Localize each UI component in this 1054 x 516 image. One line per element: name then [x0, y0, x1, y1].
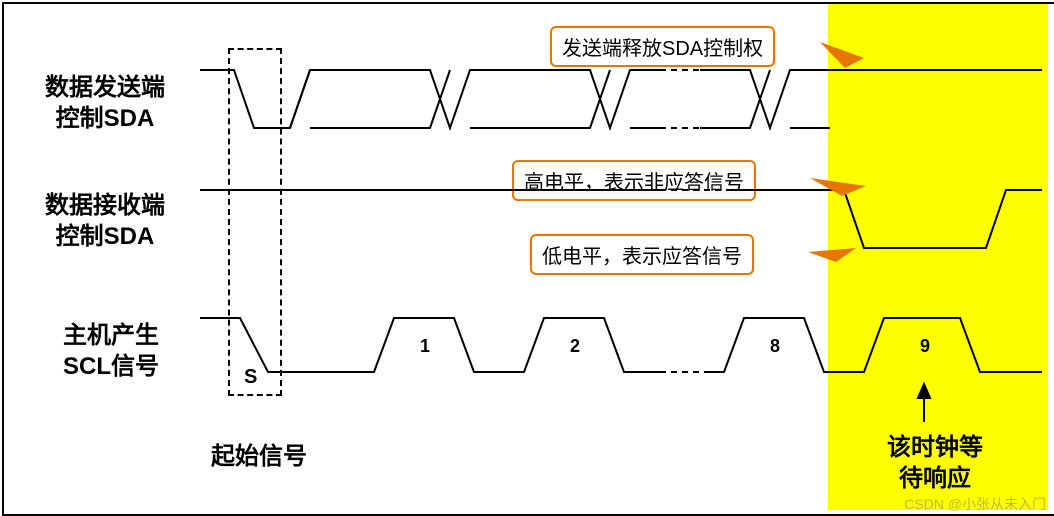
- watermark: CSDN @小张从未入门: [904, 494, 1046, 514]
- row1-wave: [200, 70, 1042, 128]
- row3-wave: [200, 318, 660, 372]
- row1-wave-low: [290, 70, 790, 128]
- arrow-up-icon: [918, 384, 930, 422]
- waveform-svg: [0, 0, 1054, 516]
- diagram-frame: 数据发送端 控制SDA 数据接收端 控制SDA 主机产生 SCL信号 发送端释放…: [0, 0, 1054, 516]
